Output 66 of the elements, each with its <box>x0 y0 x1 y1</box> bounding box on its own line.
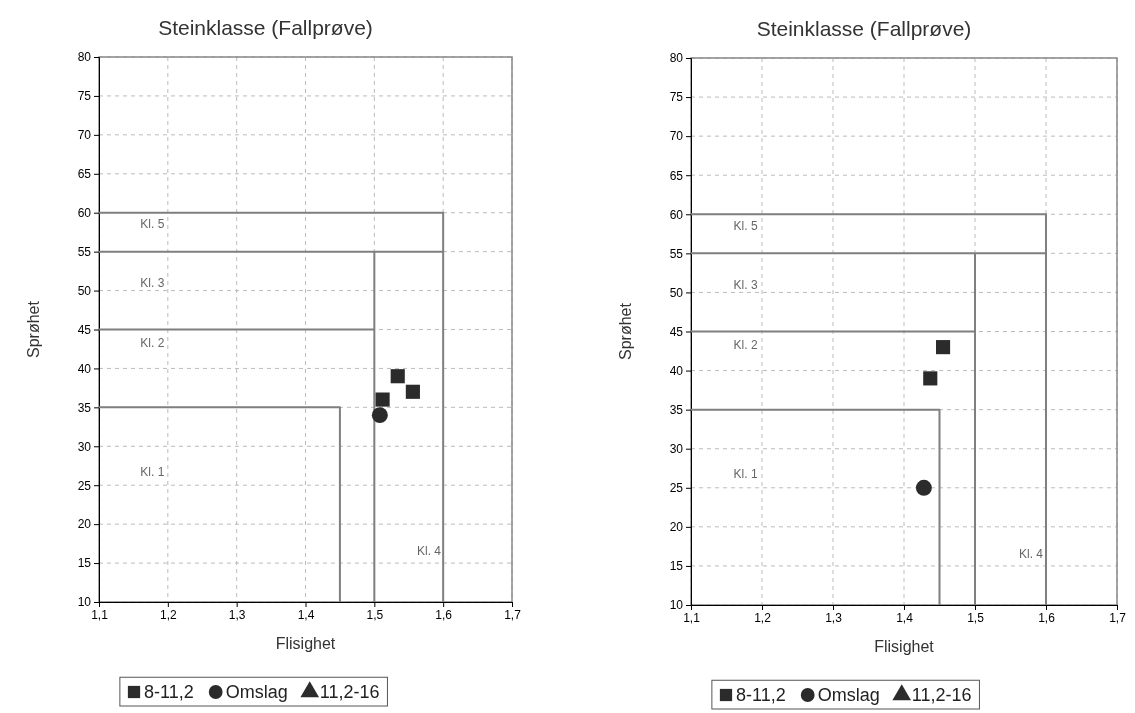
legend-label: 8-11,2 <box>144 682 194 702</box>
y-axis-title: Sprøhet <box>25 300 42 358</box>
y-tick-label: 50 <box>77 283 92 298</box>
y-tick-label: 50 <box>669 285 684 300</box>
annotation: Kl. 5 <box>140 217 165 232</box>
annotation: Kl. 4 <box>1019 547 1044 562</box>
chart-title: Steinklasse (Fallprøve) <box>756 17 972 40</box>
x-tick-label: 1,4 <box>297 607 315 622</box>
x-tick-label: 1,2 <box>159 607 177 622</box>
x-tick-label: 1,3 <box>228 607 246 622</box>
legend-label: 11,2-16 <box>319 682 380 702</box>
annotation: Kl. 1 <box>140 464 165 479</box>
y-tick-label: 70 <box>669 129 684 144</box>
x-tick-label: 1,7 <box>1109 610 1127 625</box>
annotation: Kl. 3 <box>140 275 165 290</box>
y-tick-label: 80 <box>669 51 684 66</box>
y-tick-label: 80 <box>77 50 92 65</box>
y-tick-label: 55 <box>77 244 92 259</box>
annotation: Kl. 2 <box>733 338 758 353</box>
x-tick-label: 1,3 <box>825 610 843 625</box>
annotation: Kl. 3 <box>733 277 758 292</box>
y-tick-label: 25 <box>77 478 92 493</box>
y-tick-label: 45 <box>669 324 684 339</box>
y-tick-label: 30 <box>77 439 92 454</box>
x-tick-label: 1,4 <box>896 610 914 625</box>
y-tick-label: 15 <box>669 559 684 574</box>
annotation: Kl. 1 <box>733 467 758 482</box>
x-axis-title: Flisighet <box>275 635 336 652</box>
legend-label: 11,2-16 <box>911 685 972 705</box>
x-tick-label: 1,7 <box>504 607 522 622</box>
y-tick-label: 20 <box>669 520 684 535</box>
y-tick-label: 35 <box>669 402 684 417</box>
y-tick-label: 10 <box>77 595 92 610</box>
x-tick-label: 1,5 <box>967 610 985 625</box>
y-tick-label: 30 <box>669 442 684 457</box>
legend-label: Omslag <box>225 682 288 702</box>
x-tick-label: 1,5 <box>366 607 384 622</box>
y-tick-label: 60 <box>669 207 684 222</box>
y-tick-label: 65 <box>77 167 92 182</box>
x-tick-label: 1,6 <box>1038 610 1056 625</box>
y-tick-label: 65 <box>669 168 684 183</box>
y-tick-label: 15 <box>77 556 92 571</box>
annotation: Kl. 5 <box>733 219 758 234</box>
y-tick-label: 35 <box>77 400 92 415</box>
annotation: Kl. 4 <box>417 544 442 559</box>
y-tick-label: 75 <box>77 89 92 104</box>
x-tick-label: 1,2 <box>754 610 772 625</box>
y-tick-label: 45 <box>77 322 92 337</box>
x-axis-title: Flisighet <box>874 638 935 655</box>
y-tick-label: 20 <box>77 517 92 532</box>
y-axis-title: Sprøhet <box>617 302 634 360</box>
annotation: Kl. 2 <box>140 336 165 351</box>
y-tick-label: 75 <box>669 90 684 105</box>
y-tick-label: 10 <box>669 598 684 613</box>
y-tick-label: 40 <box>669 363 684 378</box>
legend-label: 8-11,2 <box>736 685 786 705</box>
x-tick-label: 1,1 <box>683 610 701 625</box>
legend-label: Omslag <box>817 685 880 705</box>
y-tick-label: 55 <box>669 246 684 261</box>
x-tick-label: 1,1 <box>91 607 109 622</box>
y-tick-label: 70 <box>77 128 92 143</box>
chart-title: Steinklasse (Fallprøve) <box>158 16 373 39</box>
y-tick-label: 40 <box>77 361 92 376</box>
x-tick-label: 1,6 <box>435 607 453 622</box>
y-tick-label: 25 <box>669 481 684 496</box>
y-tick-label: 60 <box>77 206 92 221</box>
